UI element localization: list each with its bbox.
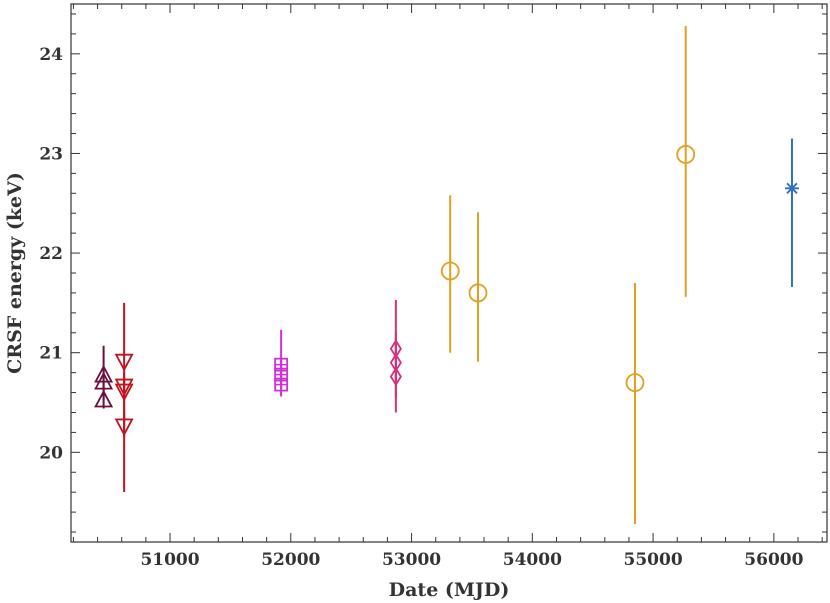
- data-point: [389, 366, 402, 387]
- series-asterisk: [784, 138, 799, 287]
- plot-frame: [70, 3, 828, 543]
- data-point: [114, 383, 134, 402]
- series-circle: [440, 25, 696, 525]
- series-triangle-down: [114, 302, 134, 493]
- y-tick-label: 24: [39, 45, 63, 65]
- data-point: [94, 389, 114, 408]
- x-tick-label: 53000: [382, 550, 441, 570]
- ticks: 51000 52000 53000 54000 55000 56000 20 21 22 23 24: [39, 4, 827, 570]
- y-tick-label: 22: [39, 244, 63, 264]
- data-point: [784, 181, 799, 196]
- x-tick-label: 55000: [624, 550, 683, 570]
- y-tick-label: 23: [39, 144, 63, 164]
- x-tick-label: 52000: [261, 550, 320, 570]
- data-point: [94, 371, 114, 390]
- y-axis-label: CRSF energy (keV): [4, 172, 26, 374]
- x-tick-label: 51000: [140, 550, 199, 570]
- x-tick-label: 56000: [744, 550, 803, 570]
- data-point: [114, 353, 134, 372]
- x-tick-label: 54000: [503, 550, 562, 570]
- y-tick-label: 21: [39, 344, 63, 364]
- x-axis-label: Date (MJD): [389, 579, 510, 601]
- series-square-plus: [274, 329, 289, 397]
- series-triangle-up: [94, 345, 114, 409]
- data-point: [625, 373, 645, 392]
- data-marks: [94, 25, 799, 525]
- data-point: [676, 145, 696, 164]
- data-point: [468, 283, 488, 303]
- data-point: [114, 418, 134, 437]
- y-tick-label: 20: [39, 443, 63, 463]
- data-point: [440, 261, 460, 281]
- series-diamond: [389, 299, 402, 413]
